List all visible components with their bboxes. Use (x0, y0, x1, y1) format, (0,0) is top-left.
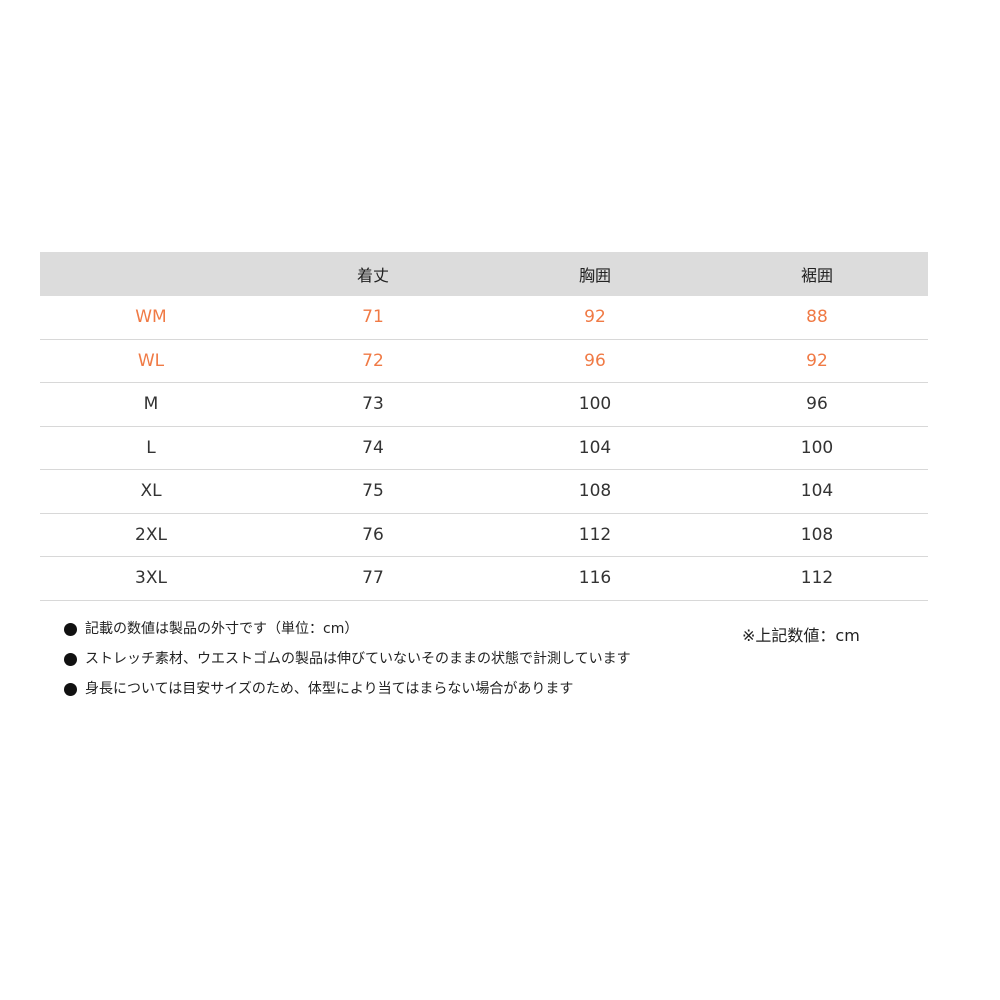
note-item: 記載の数値は製品の外寸です（単位：cm） (64, 614, 631, 644)
size-label: M (143, 394, 159, 415)
note-text: 身長については目安サイズのため、体型により当てはまらない場合があります (85, 681, 574, 697)
table-cell: 92 (806, 350, 828, 371)
bullet-icon (64, 682, 77, 696)
table-cell: 104 (578, 437, 612, 458)
table-row: M 73 100 96 (40, 383, 928, 427)
bullet-icon (64, 652, 77, 666)
table-cell: 116 (578, 568, 612, 589)
note-item: 身長については目安サイズのため、体型により当てはまらない場合があります (64, 674, 631, 704)
bullet-icon (64, 622, 77, 636)
size-label: 3XL (135, 568, 167, 589)
table-row: 2XL 76 112 108 (40, 514, 928, 557)
table-row: L 74 104 100 (40, 427, 928, 470)
size-label: 2XL (135, 524, 167, 545)
notes-list: 記載の数値は製品の外寸です（単位：cm） ストレッチ素材、ウエストゴムの製品は伸… (64, 614, 631, 704)
header-cell: 着丈 (356, 266, 389, 285)
size-table: 着丈 胸囲 裾囲 WM 71 92 88 WL 72 96 92 M 73 100 96 L 74 104 1… (40, 252, 928, 601)
table-cell: 112 (800, 568, 834, 589)
table-cell: 74 (362, 437, 384, 458)
size-label: WL (137, 350, 165, 371)
table-row: 3XL 77 116 112 (40, 557, 928, 601)
table-cell: 104 (800, 481, 834, 502)
header-cell: 胸囲 (578, 266, 611, 285)
note-text: ストレッチ素材、ウエストゴムの製品は伸びていないそのままの状態で計測しています (85, 651, 631, 667)
table-cell: 75 (362, 481, 384, 502)
table-cell: 73 (362, 394, 384, 415)
table-cell: 92 (584, 307, 606, 328)
table-cell: 96 (584, 350, 606, 371)
table-cell: 77 (362, 568, 384, 589)
table-cell: 72 (362, 350, 384, 371)
table-row: XL 75 108 104 (40, 470, 928, 514)
table-row: WM 71 92 88 (40, 296, 928, 340)
table-row: WL 72 96 92 (40, 340, 928, 383)
unit-note: ※上記数値：cm (742, 626, 860, 645)
table-header: 着丈 胸囲 裾囲 (40, 252, 928, 296)
note-item: ストレッチ素材、ウエストゴムの製品は伸びていないそのままの状態で計測しています (64, 644, 631, 674)
table-cell: 88 (806, 307, 828, 328)
size-label: XL (140, 481, 162, 502)
size-label: L (146, 437, 156, 458)
table-cell: 71 (362, 307, 384, 328)
note-text: 記載の数値は製品の外寸です（単位：cm） (85, 621, 359, 637)
table-cell: 100 (578, 394, 612, 415)
table-cell: 96 (806, 394, 828, 415)
table-cell: 76 (362, 524, 384, 545)
table-cell: 100 (800, 437, 834, 458)
header-cell: 裾囲 (800, 266, 833, 285)
size-label: WM (135, 307, 167, 328)
table-cell: 108 (578, 481, 612, 502)
table-cell: 112 (578, 524, 612, 545)
table-cell: 108 (800, 524, 834, 545)
